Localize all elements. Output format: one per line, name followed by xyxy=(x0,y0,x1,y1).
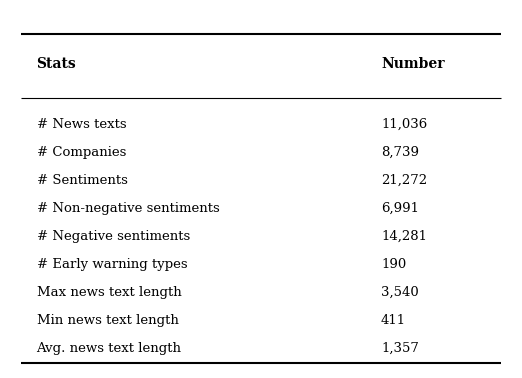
Text: Min news text length: Min news text length xyxy=(37,314,179,327)
Text: 11,036: 11,036 xyxy=(381,118,428,131)
Text: 21,272: 21,272 xyxy=(381,174,427,187)
Text: Max news text length: Max news text length xyxy=(37,286,181,299)
Text: # Non-negative sentiments: # Non-negative sentiments xyxy=(37,202,219,215)
Text: 3,540: 3,540 xyxy=(381,286,419,299)
Text: # Early warning types: # Early warning types xyxy=(37,258,187,271)
Text: # Negative sentiments: # Negative sentiments xyxy=(37,230,190,243)
Text: 14,281: 14,281 xyxy=(381,230,427,243)
Text: 6,991: 6,991 xyxy=(381,202,419,215)
Text: # Sentiments: # Sentiments xyxy=(37,174,127,187)
Text: Number: Number xyxy=(381,57,445,71)
Text: # News texts: # News texts xyxy=(37,118,126,131)
Text: 1,357: 1,357 xyxy=(381,342,419,355)
Text: 190: 190 xyxy=(381,258,406,271)
Text: Stats: Stats xyxy=(37,57,76,71)
Text: # Companies: # Companies xyxy=(37,146,126,159)
Text: Avg. news text length: Avg. news text length xyxy=(37,342,182,355)
Text: 8,739: 8,739 xyxy=(381,146,419,159)
Text: 411: 411 xyxy=(381,314,406,327)
